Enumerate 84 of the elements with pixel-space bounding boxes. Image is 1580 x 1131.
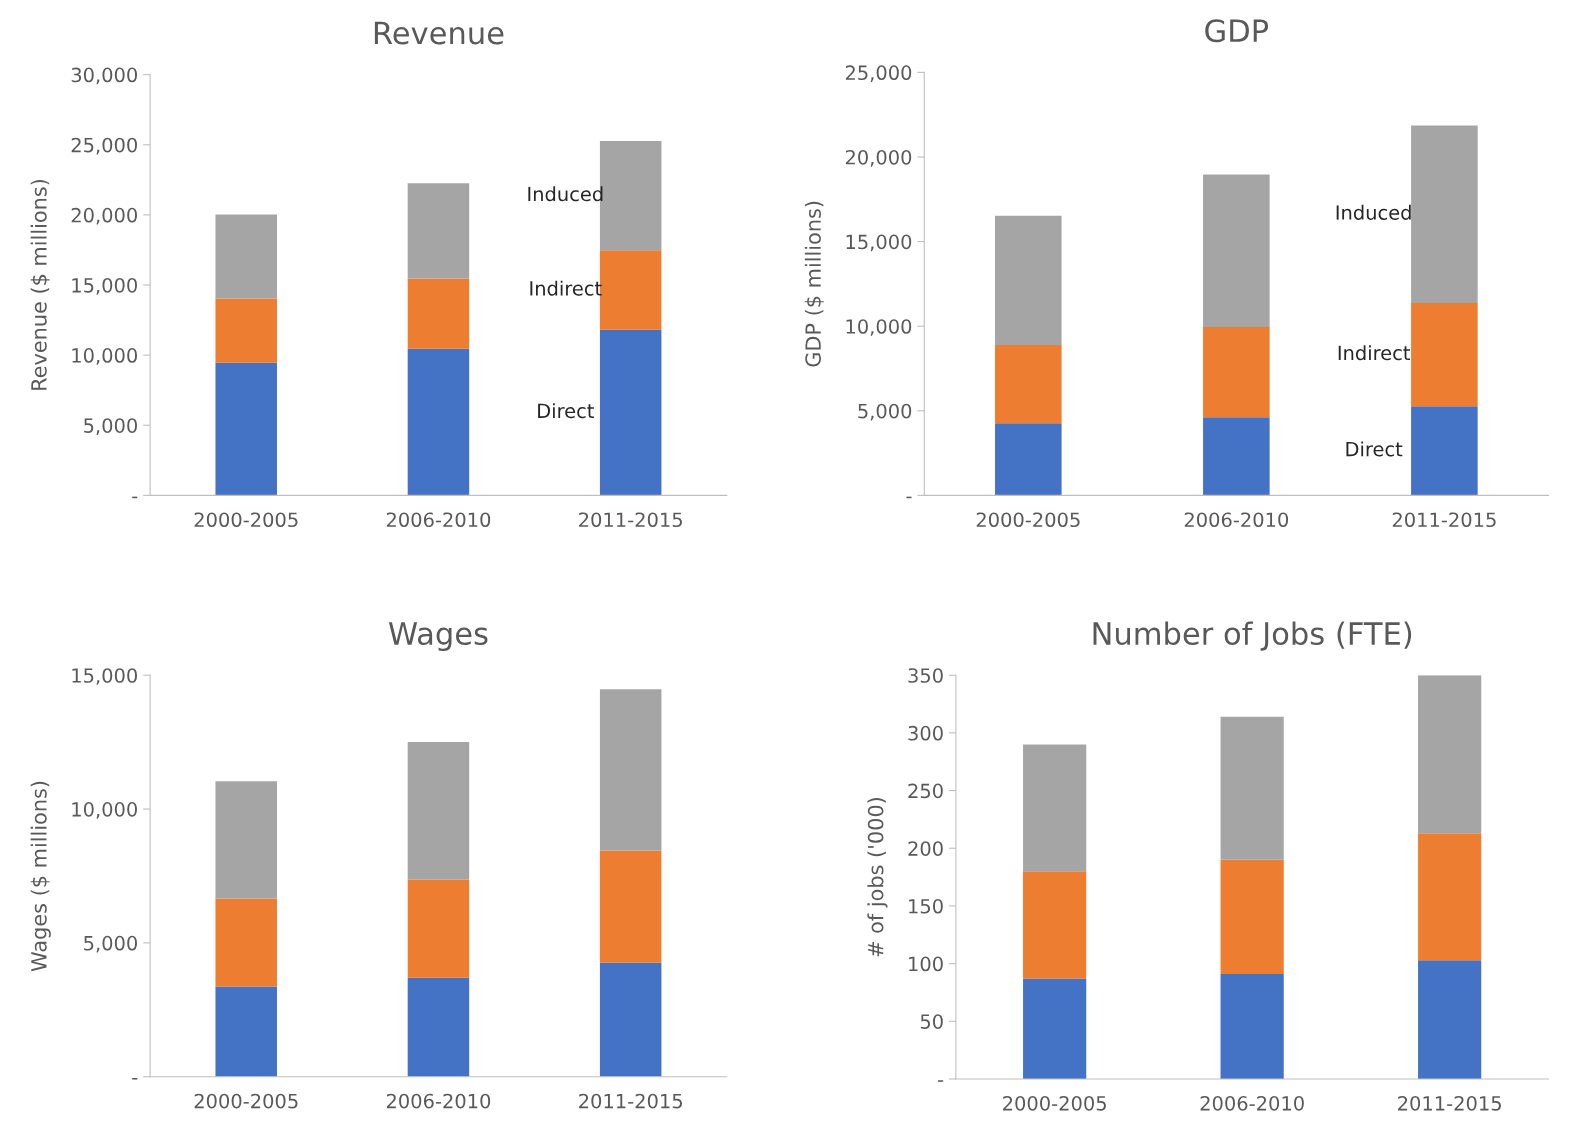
y-tick-label: 10,000 <box>846 319 912 336</box>
bar <box>215 298 277 363</box>
y-tick-label: 15,000 <box>846 234 912 252</box>
x-tick-label: 2000-2005 <box>1003 1095 1106 1111</box>
y-tick-label: - <box>132 496 138 499</box>
x-tick-label: 2006-2010 <box>386 512 491 528</box>
x-tick-label: 2000-2005 <box>976 512 1080 528</box>
y-tick-label: - <box>906 496 912 499</box>
y-axis-title: # of jobs ('000) <box>867 798 888 957</box>
x-tick-label: 2000-2005 <box>194 512 298 528</box>
bar <box>407 977 470 1077</box>
y-tick-label: 5,000 <box>84 418 137 435</box>
series-label: Induced <box>1336 204 1411 220</box>
y-tick-label: 150 <box>909 898 943 914</box>
bar <box>1411 406 1478 496</box>
series-label: Indirect <box>1338 345 1410 361</box>
bar <box>995 423 1062 496</box>
bar <box>599 850 662 963</box>
bar <box>407 183 470 279</box>
bar <box>1023 744 1087 872</box>
bar <box>1023 978 1087 1079</box>
chart-title: Number of Jobs (FTE) <box>1093 621 1412 651</box>
y-tick-label: 10,000 <box>72 348 137 365</box>
y-axis-title: Revenue ($ millions) <box>30 179 50 390</box>
x-tick-label: 2006-2010 <box>1200 1095 1304 1111</box>
chart-title: GDP <box>1205 19 1269 43</box>
bar <box>599 962 662 1077</box>
bar <box>1418 675 1482 834</box>
y-tick-label: 100 <box>909 956 943 972</box>
y-tick-label: 5,000 <box>858 403 912 421</box>
bar <box>215 898 277 987</box>
bar <box>599 329 662 496</box>
x-tick-label: 2000-2005 <box>194 1093 298 1109</box>
y-tick-label: 5,000 <box>84 935 137 953</box>
bar <box>215 214 277 299</box>
bar <box>407 742 470 880</box>
bar <box>407 278 470 349</box>
y-tick-label: 15,000 <box>72 277 137 295</box>
bar <box>1023 871 1087 979</box>
y-tick-label: - <box>132 1078 138 1080</box>
bar <box>995 344 1062 424</box>
bar <box>1411 303 1478 407</box>
bar <box>1418 960 1482 1079</box>
y-tick-label: 300 <box>908 725 943 741</box>
bar <box>1203 417 1270 496</box>
y-tick-label: 15,000 <box>72 668 137 685</box>
y-tick-label: 250 <box>908 783 943 799</box>
y-tick-label: 50 <box>920 1014 943 1029</box>
bar <box>1203 174 1270 328</box>
y-tick-label: 10,000 <box>72 802 137 819</box>
bar <box>215 986 277 1077</box>
y-tick-label: - <box>938 1080 944 1082</box>
x-tick-label: 2006-2010 <box>386 1093 491 1109</box>
bar <box>215 781 277 899</box>
y-tick-label: 20,000 <box>845 149 912 167</box>
bar <box>995 215 1062 345</box>
y-tick-label: 25,000 <box>845 65 912 83</box>
bar <box>1220 973 1284 1079</box>
x-tick-label: 2011-2015 <box>1398 1095 1501 1111</box>
y-tick-label: 30,000 <box>71 67 137 85</box>
series-label: Direct <box>538 403 594 419</box>
bar <box>215 362 277 496</box>
bar <box>407 348 470 496</box>
series-label: Direct <box>1346 441 1403 457</box>
series-label: Induced <box>528 186 603 202</box>
bar <box>1220 859 1284 974</box>
chart-title: Revenue <box>374 21 504 45</box>
bar <box>1220 716 1284 860</box>
bar <box>1203 327 1270 418</box>
y-tick-label: 25,000 <box>71 137 137 155</box>
bar <box>1411 125 1478 303</box>
y-tick-label: 20,000 <box>71 207 137 225</box>
y-tick-label: 200 <box>908 841 943 856</box>
x-tick-label: 2011-2015 <box>579 1093 682 1109</box>
x-tick-label: 2011-2015 <box>1392 512 1496 528</box>
bar <box>1418 833 1482 961</box>
y-axis-title: GDP ($ millions) <box>804 201 824 367</box>
y-axis-title: Wages ($ millions) <box>30 781 51 972</box>
x-tick-label: 2006-2010 <box>1184 512 1289 528</box>
bar <box>407 879 470 978</box>
bar <box>599 689 662 851</box>
chart-title: Wages <box>388 622 488 652</box>
x-tick-label: 2011-2015 <box>579 512 682 528</box>
y-tick-label: 350 <box>908 668 943 683</box>
